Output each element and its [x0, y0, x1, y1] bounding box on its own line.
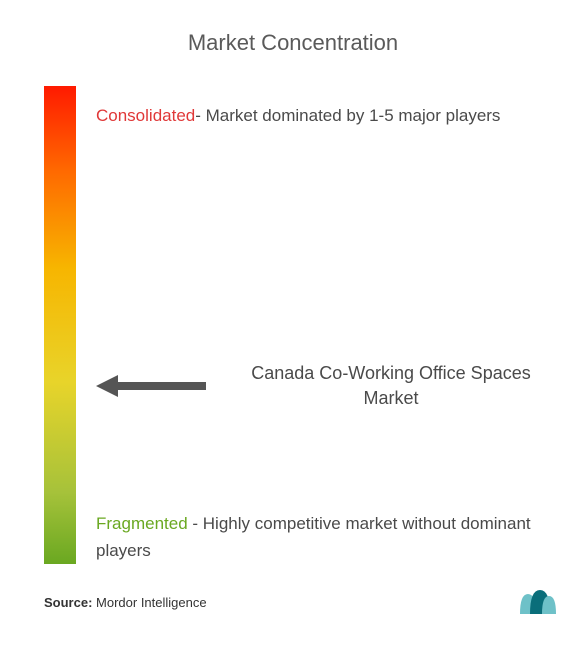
fragmented-term: Fragmented — [96, 514, 188, 533]
source-citation: Source: Mordor Intelligence — [44, 595, 207, 610]
consolidated-term: Consolidated — [96, 106, 195, 125]
consolidated-description: Consolidated- Market dominated by 1-5 ma… — [96, 102, 556, 129]
fragmented-description: Fragmented - Highly competitive market w… — [96, 510, 556, 564]
concentration-gradient-bar — [44, 86, 76, 564]
source-name: Mordor Intelligence — [96, 595, 207, 610]
chart-body: Consolidated- Market dominated by 1-5 ma… — [20, 86, 566, 564]
arrow-left-icon — [96, 375, 206, 397]
source-label: Source: — [44, 595, 92, 610]
mordor-logo-icon — [518, 588, 556, 616]
market-name-label: Canada Co-Working Office Spaces Market — [226, 361, 556, 411]
consolidated-text: - Market dominated by 1-5 major players — [195, 106, 500, 125]
footer: Source: Mordor Intelligence — [44, 588, 556, 616]
market-marker: Canada Co-Working Office Spaces Market — [96, 361, 556, 411]
annotations-column: Consolidated- Market dominated by 1-5 ma… — [96, 86, 566, 564]
chart-title: Market Concentration — [20, 30, 566, 56]
